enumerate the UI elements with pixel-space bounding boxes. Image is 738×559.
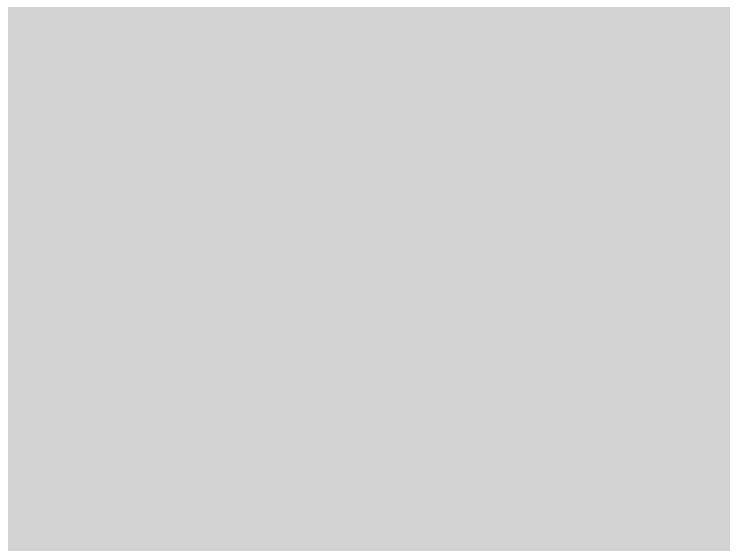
word-cloud-svg xyxy=(8,7,730,551)
word-cloud-canvas xyxy=(8,7,730,551)
